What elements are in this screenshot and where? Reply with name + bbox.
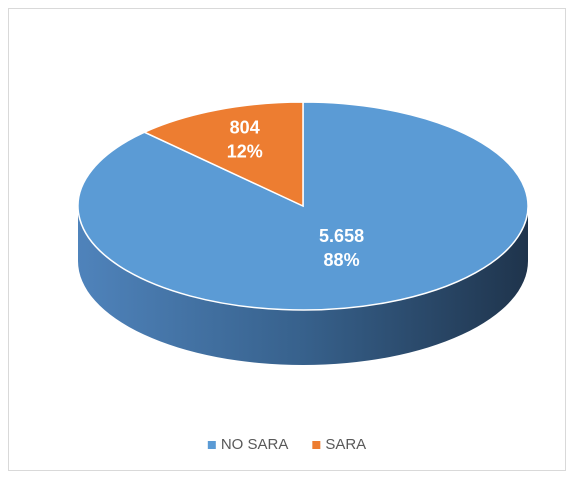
percent-label: 12% <box>227 141 263 161</box>
legend-label: NO SARA <box>221 436 289 453</box>
legend-swatch <box>312 441 321 449</box>
percent-label: 88% <box>324 250 360 270</box>
pie-slice <box>142 101 304 208</box>
pie-side <box>78 206 528 365</box>
data-label: 804 <box>230 117 260 137</box>
data-label: 5.658 <box>319 226 364 246</box>
legend-label: SARA <box>325 436 366 453</box>
legend-swatch <box>207 441 216 449</box>
